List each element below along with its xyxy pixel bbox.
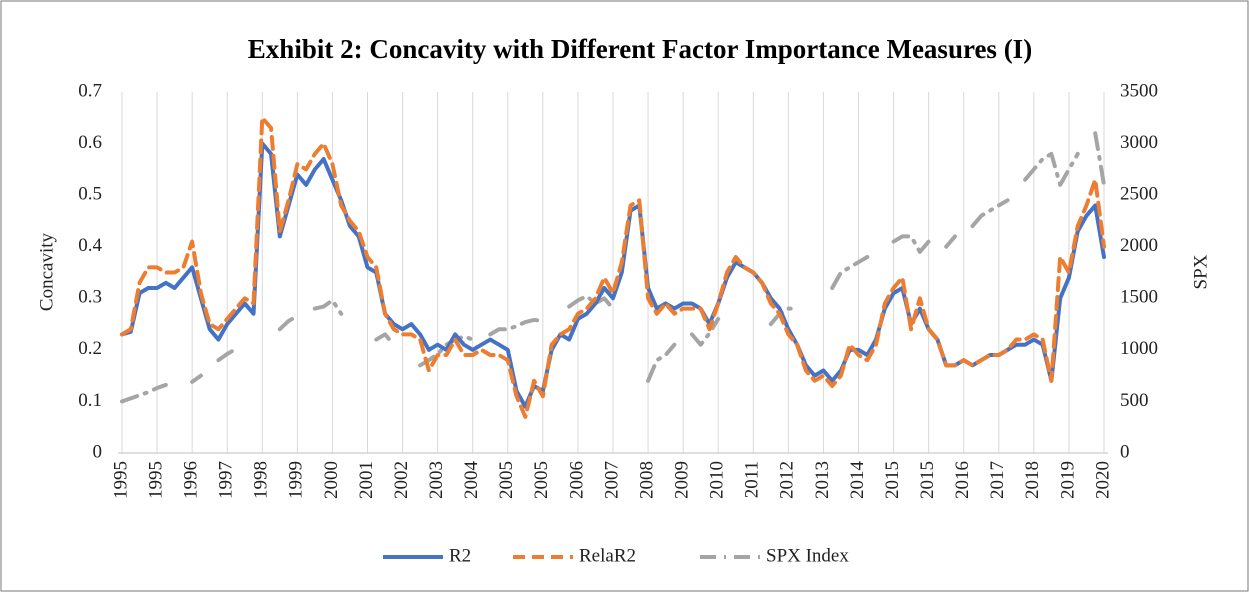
x-tick-label: 2020 xyxy=(1092,461,1113,499)
x-tick-label: 2005 xyxy=(531,461,552,499)
x-tick-label: 2018 xyxy=(1022,461,1043,499)
x-tick-label: 2015 xyxy=(882,461,903,499)
series-line xyxy=(120,115,1106,419)
y2-tick-label: 1000 xyxy=(1120,338,1158,359)
x-tick-label: 2012 xyxy=(777,461,798,499)
x-tick-label: 2004 xyxy=(461,461,482,500)
x-tick-label: 2002 xyxy=(391,461,412,499)
x-tick-label: 2011 xyxy=(742,461,763,498)
x-tick-label: 2007 xyxy=(601,461,622,499)
x-tick-label: 2010 xyxy=(707,461,728,499)
y-tick-label: 0.3 xyxy=(78,287,102,308)
x-tick-label: 2009 xyxy=(672,461,693,499)
x-tick-label: 2006 xyxy=(566,461,587,499)
x-tick-label: 2015 xyxy=(917,461,938,499)
x-tick-label: 2013 xyxy=(812,461,833,499)
y2-tick-label: 1500 xyxy=(1120,287,1158,308)
legend-label: RelaR2 xyxy=(579,545,636,566)
x-tick-label: 1998 xyxy=(251,461,272,499)
y2-tick-label: 3000 xyxy=(1120,132,1158,153)
x-tick-label: 1995 xyxy=(110,461,131,499)
x-tick-label: 2008 xyxy=(636,461,657,499)
y-tick-label: 0.5 xyxy=(78,184,102,205)
series-line xyxy=(120,131,1106,404)
x-tick-label: 1995 xyxy=(145,461,166,499)
x-tick-label: 2019 xyxy=(1057,461,1078,499)
y2-tick-label: 0 xyxy=(1120,441,1130,462)
y-tick-label: 0.1 xyxy=(78,390,102,411)
y2-tick-label: 3500 xyxy=(1120,80,1158,101)
x-tick-label: 2003 xyxy=(426,461,447,499)
x-tick-label: 2017 xyxy=(987,461,1008,499)
y-tick-label: 0.6 xyxy=(78,132,102,153)
y2-tick-label: 2500 xyxy=(1120,184,1158,205)
x-tick-label: 2005 xyxy=(496,461,517,499)
x-tick-label: 2000 xyxy=(321,461,342,499)
y2-tick-label: 500 xyxy=(1120,390,1149,411)
y2-axis-title: SPX xyxy=(1190,254,1211,289)
y2-tick-label: 2000 xyxy=(1120,235,1158,256)
x-tick-label: 2016 xyxy=(952,461,973,499)
x-tick-label: 1996 xyxy=(181,461,202,499)
legend-label: SPX Index xyxy=(766,545,849,566)
legend-label: R2 xyxy=(449,545,471,566)
x-tick-label: 1999 xyxy=(286,461,307,499)
y-tick-label: 0.4 xyxy=(78,235,102,256)
x-tick-label: 1997 xyxy=(216,461,237,499)
y-axis-title: Concavity xyxy=(36,232,57,311)
y-tick-label: 0 xyxy=(93,441,103,462)
y-tick-label: 0.7 xyxy=(78,80,102,101)
y-tick-label: 0.2 xyxy=(78,338,102,359)
x-tick-label: 2014 xyxy=(847,461,868,500)
chart-title: Exhibit 2: Concavity with Different Fact… xyxy=(248,34,1032,64)
x-tick-label: 2001 xyxy=(356,461,377,499)
